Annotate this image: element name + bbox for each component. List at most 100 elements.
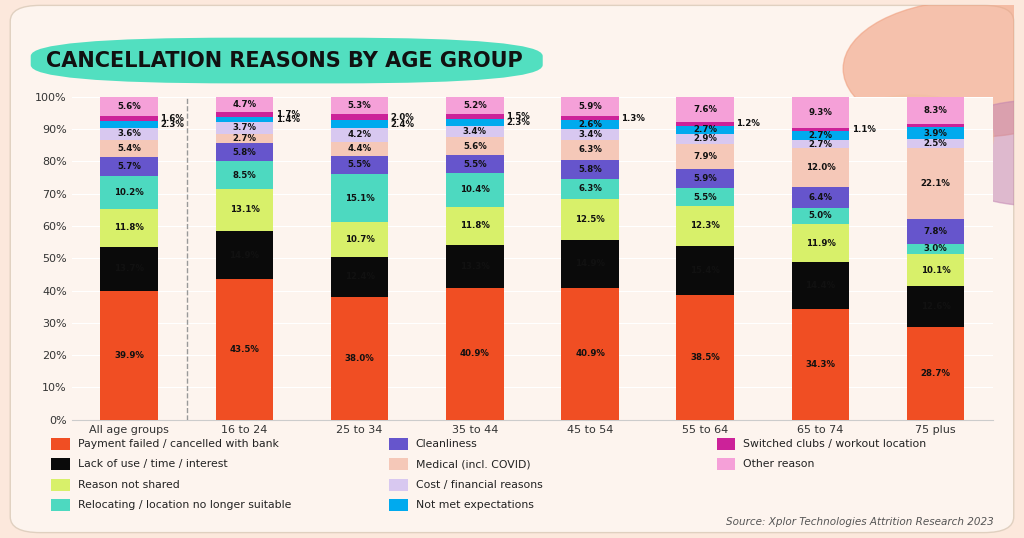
- Text: 10.4%: 10.4%: [460, 185, 489, 194]
- Text: CANCELLATION REASONS BY AGE GROUP: CANCELLATION REASONS BY AGE GROUP: [46, 51, 523, 70]
- Text: 12.4%: 12.4%: [345, 272, 375, 281]
- Text: 5.0%: 5.0%: [809, 211, 833, 221]
- Bar: [677, 188, 734, 206]
- Bar: [216, 161, 273, 189]
- Text: 7.6%: 7.6%: [693, 105, 717, 114]
- Text: 7.8%: 7.8%: [924, 227, 947, 236]
- Text: 7.9%: 7.9%: [693, 152, 717, 161]
- Bar: [216, 117, 273, 122]
- Text: Switched clubs / workout location: Switched clubs / workout location: [743, 439, 927, 449]
- Bar: [677, 144, 734, 169]
- Bar: [792, 309, 849, 420]
- Bar: [907, 286, 965, 327]
- Bar: [561, 140, 618, 160]
- Text: 3.4%: 3.4%: [579, 130, 602, 139]
- Bar: [907, 219, 965, 244]
- Text: 12.0%: 12.0%: [806, 164, 836, 172]
- Bar: [446, 119, 504, 126]
- FancyBboxPatch shape: [10, 5, 1014, 533]
- Text: 10.1%: 10.1%: [921, 266, 950, 274]
- Bar: [331, 174, 388, 222]
- Text: 2.6%: 2.6%: [579, 120, 602, 129]
- Bar: [907, 147, 965, 219]
- Bar: [446, 114, 504, 119]
- Text: 5.6%: 5.6%: [118, 102, 141, 111]
- Bar: [100, 121, 158, 128]
- Bar: [561, 116, 618, 121]
- Bar: [446, 97, 504, 114]
- Bar: [216, 143, 273, 161]
- Text: Cleanliness: Cleanliness: [416, 439, 477, 449]
- Text: 12.5%: 12.5%: [575, 215, 605, 224]
- Text: 5.5%: 5.5%: [693, 193, 717, 202]
- Bar: [446, 288, 504, 420]
- Bar: [331, 156, 388, 174]
- Circle shape: [934, 100, 1024, 206]
- Text: 1.3%: 1.3%: [622, 114, 645, 123]
- FancyBboxPatch shape: [31, 38, 543, 83]
- Text: 1.7%: 1.7%: [275, 110, 300, 119]
- Text: 11.8%: 11.8%: [460, 221, 489, 230]
- Text: 14.4%: 14.4%: [806, 281, 836, 290]
- Bar: [907, 127, 965, 139]
- Text: 11.9%: 11.9%: [806, 239, 836, 247]
- Bar: [907, 124, 965, 127]
- Text: 14.9%: 14.9%: [575, 259, 605, 268]
- Bar: [792, 140, 849, 148]
- Bar: [677, 125, 734, 134]
- Text: 6.3%: 6.3%: [579, 185, 602, 194]
- Text: 40.9%: 40.9%: [575, 349, 605, 358]
- Bar: [792, 97, 849, 128]
- Text: 38.5%: 38.5%: [690, 353, 720, 362]
- Bar: [446, 173, 504, 207]
- Text: 13.7%: 13.7%: [115, 264, 144, 273]
- Text: 5.7%: 5.7%: [118, 162, 141, 171]
- Text: 2.7%: 2.7%: [232, 134, 256, 143]
- Bar: [216, 112, 273, 117]
- Text: 5.8%: 5.8%: [579, 165, 602, 174]
- Text: 2.7%: 2.7%: [693, 125, 717, 134]
- Bar: [331, 257, 388, 297]
- Text: 4.7%: 4.7%: [232, 100, 257, 109]
- Bar: [216, 97, 273, 112]
- Text: 2.7%: 2.7%: [809, 140, 833, 148]
- Bar: [331, 114, 388, 121]
- Text: 1.2%: 1.2%: [736, 119, 760, 128]
- Text: 3.4%: 3.4%: [463, 127, 486, 136]
- Text: 1.4%: 1.4%: [275, 115, 300, 124]
- Text: 5.4%: 5.4%: [118, 144, 141, 153]
- Bar: [446, 207, 504, 245]
- Bar: [100, 157, 158, 175]
- Bar: [100, 116, 158, 121]
- Bar: [216, 231, 273, 279]
- Bar: [331, 141, 388, 156]
- Text: 2.7%: 2.7%: [809, 131, 833, 140]
- Text: 2.4%: 2.4%: [391, 120, 415, 129]
- Bar: [216, 189, 273, 231]
- Text: 12.6%: 12.6%: [921, 302, 950, 311]
- Text: 34.3%: 34.3%: [806, 360, 836, 369]
- Bar: [100, 209, 158, 246]
- Bar: [677, 206, 734, 246]
- Text: 13.3%: 13.3%: [460, 261, 489, 271]
- Bar: [100, 291, 158, 420]
- Bar: [446, 137, 504, 155]
- Text: 15.4%: 15.4%: [690, 266, 720, 275]
- Bar: [907, 139, 965, 147]
- Text: Not met expectations: Not met expectations: [416, 500, 534, 510]
- Bar: [331, 128, 388, 141]
- Bar: [677, 295, 734, 420]
- Circle shape: [843, 0, 1024, 137]
- Text: Source: Xplor Technologies Attrition Research 2023: Source: Xplor Technologies Attrition Res…: [726, 517, 993, 527]
- Text: 3.9%: 3.9%: [924, 129, 947, 138]
- Bar: [331, 297, 388, 420]
- Bar: [561, 160, 618, 179]
- Text: 12.3%: 12.3%: [690, 221, 720, 230]
- Bar: [100, 128, 158, 140]
- Bar: [677, 246, 734, 295]
- Bar: [792, 148, 849, 187]
- Text: 11.8%: 11.8%: [115, 223, 144, 232]
- Text: 2.9%: 2.9%: [693, 134, 717, 144]
- Bar: [792, 208, 849, 224]
- Bar: [100, 175, 158, 209]
